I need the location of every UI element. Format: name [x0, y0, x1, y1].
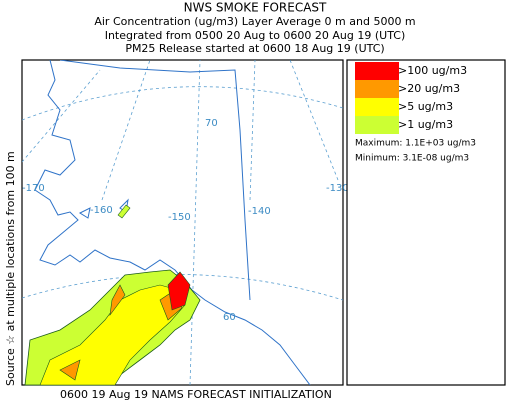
- legend-label: >1 ug/m3: [398, 118, 453, 131]
- title: NWS SMOKE FORECAST: [184, 1, 327, 15]
- graticule: [22, 69, 101, 163]
- header-line: PM25 Release started at 0600 18 Aug 19 (…: [125, 42, 384, 55]
- legend-swatch: [355, 62, 399, 80]
- legend-swatch: [355, 80, 399, 98]
- graticule-label: 70: [205, 118, 218, 129]
- legend: Maximum: 1.1E+03 ug/m3 Minimum: 3.1E-08 …: [346, 59, 506, 386]
- legend-label: >100 ug/m3: [398, 64, 467, 77]
- graticule-label: -130: [326, 183, 349, 194]
- graticule: [101, 60, 151, 201]
- map-content: [22, 60, 343, 385]
- header-line: Integrated from 0500 20 Aug to 0600 20 A…: [105, 29, 406, 42]
- footer: 0600 19 Aug 19 NAMS FORECAST INITIALIZAT…: [60, 388, 332, 401]
- graticule-label: -150: [168, 212, 191, 223]
- legend-swatch: [355, 116, 399, 134]
- graticule-label: -160: [90, 205, 113, 216]
- graticule-label: 60: [223, 312, 236, 323]
- border: [59, 60, 251, 301]
- header-line: Air Concentration (ug/m3) Layer Average …: [94, 15, 415, 28]
- graticule-label: -140: [248, 206, 271, 217]
- side-label: Source ☆ at multiple locations from 100 …: [4, 151, 17, 386]
- legend-label: >5 ug/m3: [398, 100, 453, 113]
- graticule: [189, 60, 201, 385]
- maximum: Maximum: 1.1E+03 ug/m3: [355, 139, 476, 149]
- minimum: Minimum: 3.1E-08 ug/m3: [355, 154, 469, 164]
- graticule: [22, 274, 343, 301]
- coastline: [34, 60, 311, 385]
- legend-label: >20 ug/m3: [398, 82, 460, 95]
- graticule-label: -170: [22, 183, 45, 194]
- legend-swatch: [355, 98, 399, 116]
- graticule: [249, 60, 256, 201]
- smoke-plume: [24, 204, 201, 386]
- map: -170 -160 -150 -140 -130 70 60: [21, 59, 349, 386]
- graticule: [22, 86, 343, 121]
